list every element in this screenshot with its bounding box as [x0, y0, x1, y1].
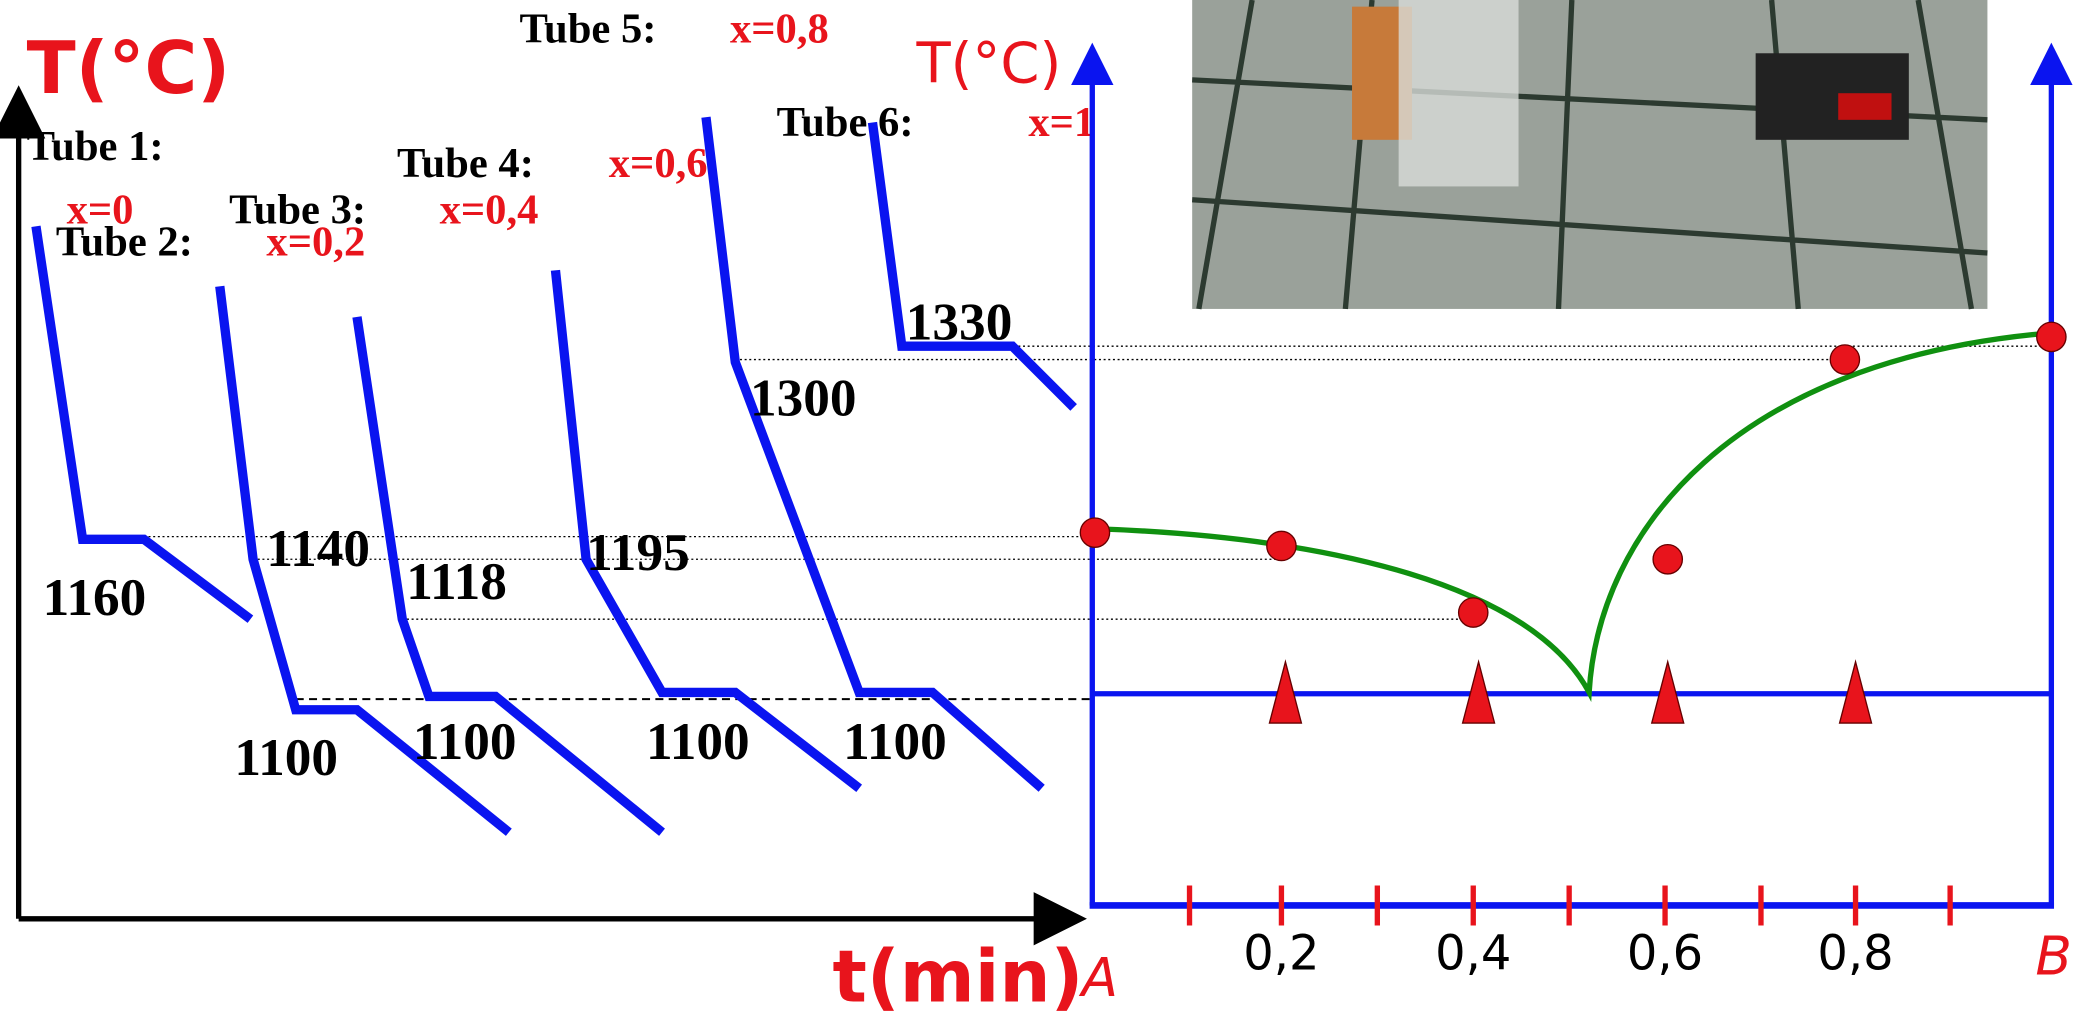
y-label: T(°C): [915, 32, 1061, 97]
x-label: t(min): [833, 934, 1084, 1016]
temperature: 1100: [234, 728, 338, 787]
temperature: 1160: [43, 568, 147, 627]
temperature: 1330: [906, 293, 1013, 352]
temperature: 1100: [843, 712, 947, 771]
x-tick-label: 0,4: [1435, 926, 1511, 981]
temperature: 1300: [750, 368, 857, 427]
tube-label: Tube 3:: [229, 187, 366, 234]
tube-label: Tube 6:: [777, 99, 914, 146]
y-label: T(°C): [27, 26, 231, 110]
tube-label: Tube 5:: [520, 6, 657, 53]
composition: x=0,8: [730, 6, 829, 53]
temperature: 1195: [586, 523, 690, 582]
temperature: 1100: [413, 712, 517, 771]
composition: x=0: [67, 187, 134, 234]
temperature: 1118: [406, 552, 507, 611]
temperature: 1100: [646, 712, 750, 771]
tube-label: Tube 4:: [397, 140, 534, 187]
x-tick-label: 0,2: [1243, 926, 1319, 981]
temperature-labels: 1160 1140 1118 1195 1300 1330 1100 1100 …: [43, 293, 1013, 787]
temperature: 1140: [266, 519, 370, 578]
end-label: A: [1079, 947, 1118, 1009]
composition: x=1: [1028, 99, 1095, 146]
cooling-curves: [31, 116, 1077, 836]
composition: x=0,4: [440, 187, 539, 234]
tube-label: Tube 1:: [27, 123, 164, 170]
x-tick-label: 0,6: [1627, 926, 1703, 981]
tube-label: Tube 2:: [56, 219, 193, 266]
tube-labels: Tube 1: x=0 Tube 2: x=0,2 Tube 3: x=0,4 …: [27, 6, 1096, 266]
x-tick-label: 0,8: [1817, 926, 1893, 981]
composition: x=0,2: [266, 219, 365, 266]
composition: x=0,6: [609, 140, 708, 187]
phase-diagram: T(°C) 0,2 0,4 0,6 0,8 A B: [915, 32, 2073, 1009]
end-label: B: [2035, 926, 2072, 988]
photo: [1192, 0, 1988, 310]
